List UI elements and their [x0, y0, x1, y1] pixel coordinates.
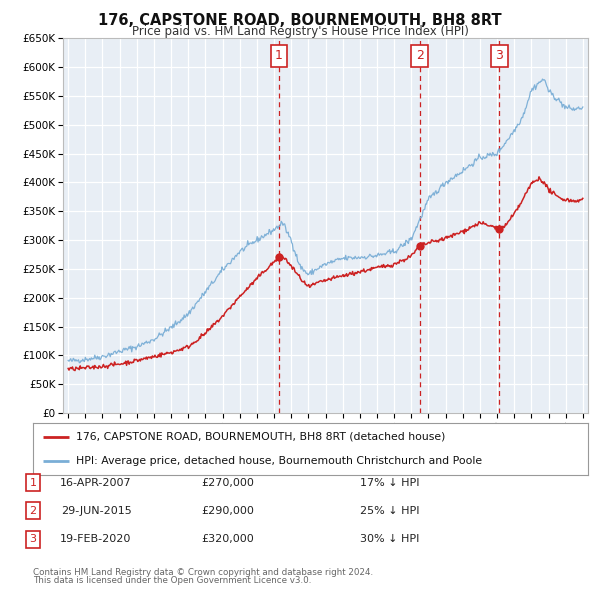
Text: This data is licensed under the Open Government Licence v3.0.: This data is licensed under the Open Gov… — [33, 576, 311, 585]
Text: 19-FEB-2020: 19-FEB-2020 — [61, 535, 131, 544]
Text: 176, CAPSTONE ROAD, BOURNEMOUTH, BH8 8RT (detached house): 176, CAPSTONE ROAD, BOURNEMOUTH, BH8 8RT… — [76, 431, 445, 441]
Text: 176, CAPSTONE ROAD, BOURNEMOUTH, BH8 8RT: 176, CAPSTONE ROAD, BOURNEMOUTH, BH8 8RT — [98, 13, 502, 28]
Text: £320,000: £320,000 — [202, 535, 254, 544]
Text: Contains HM Land Registry data © Crown copyright and database right 2024.: Contains HM Land Registry data © Crown c… — [33, 568, 373, 577]
Text: 25% ↓ HPI: 25% ↓ HPI — [360, 506, 419, 516]
Text: Price paid vs. HM Land Registry's House Price Index (HPI): Price paid vs. HM Land Registry's House … — [131, 25, 469, 38]
Text: £290,000: £290,000 — [202, 506, 254, 516]
Text: 1: 1 — [275, 49, 283, 62]
Text: 1: 1 — [29, 478, 37, 487]
Text: 2: 2 — [416, 49, 424, 62]
Text: HPI: Average price, detached house, Bournemouth Christchurch and Poole: HPI: Average price, detached house, Bour… — [76, 457, 482, 467]
Text: 17% ↓ HPI: 17% ↓ HPI — [360, 478, 419, 487]
Text: 30% ↓ HPI: 30% ↓ HPI — [360, 535, 419, 544]
Text: 3: 3 — [29, 535, 37, 544]
Text: 16-APR-2007: 16-APR-2007 — [60, 478, 132, 487]
Text: 2: 2 — [29, 506, 37, 516]
Text: 29-JUN-2015: 29-JUN-2015 — [61, 506, 131, 516]
Text: 3: 3 — [496, 49, 503, 62]
Text: £270,000: £270,000 — [202, 478, 254, 487]
